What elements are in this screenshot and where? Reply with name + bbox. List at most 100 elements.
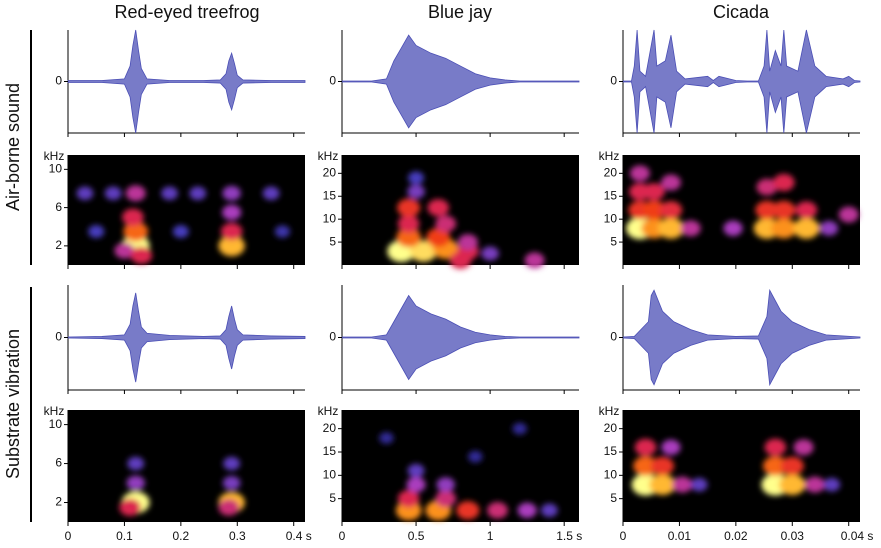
column-title: Blue jay [428, 2, 492, 22]
energy-spot [88, 225, 105, 239]
energy-spot [756, 178, 778, 196]
x-tick-label: 0.3 [229, 529, 246, 543]
x-tick-label: 0 [65, 529, 72, 543]
x-tick-label: 0.03 [781, 529, 805, 543]
y-tick-label: 5 [610, 234, 617, 248]
energy-spot [690, 477, 708, 492]
energy-spot [762, 456, 788, 476]
y-tick-label: 0 [55, 74, 62, 88]
energy-spot [218, 235, 245, 257]
energy-spot [772, 200, 796, 220]
x-tick-label: 1 [487, 529, 494, 543]
x-tick-label: 0.02 [724, 529, 748, 543]
energy-spot [222, 185, 241, 201]
energy-spot [397, 490, 420, 508]
energy-spot [407, 184, 425, 199]
energy-spot [487, 502, 508, 519]
energy-spot [659, 201, 683, 219]
spectrogram-background [68, 410, 305, 522]
y-tick-label: 10 [49, 417, 63, 431]
energy-spot [660, 174, 681, 191]
energy-spot [222, 475, 241, 491]
y-tick-label: 10 [604, 468, 618, 482]
y-axis-label: kHz [44, 149, 65, 163]
energy-spot [657, 217, 685, 239]
energy-spot [672, 476, 693, 493]
energy-spot [123, 221, 149, 242]
energy-spot [633, 456, 658, 476]
waveform [341, 34, 580, 129]
y-tick-label: 5 [610, 491, 617, 505]
column-title: Cicada [713, 2, 770, 22]
energy-spot [130, 246, 153, 265]
energy-spot [222, 204, 242, 221]
energy-spot [650, 456, 675, 476]
y-tick-label: 0 [610, 74, 617, 88]
energy-spot [793, 439, 814, 456]
x-tick-label: 0.01 [668, 529, 692, 543]
energy-spot [512, 422, 527, 435]
energy-spot [795, 201, 818, 219]
energy-spot [426, 228, 451, 247]
x-tick-label: 0.1 [116, 529, 133, 543]
waveform [341, 294, 580, 381]
y-tick-label: 10 [323, 468, 337, 482]
energy-spot [456, 501, 480, 520]
y-axis-label: kHz [318, 404, 339, 418]
energy-spot [76, 186, 94, 201]
energy-spot [435, 215, 457, 233]
energy-spot [223, 456, 241, 471]
waveform [622, 288, 861, 387]
energy-spot [409, 240, 438, 262]
energy-spot [468, 450, 483, 463]
waveform [67, 292, 306, 383]
energy-spot [161, 186, 178, 201]
energy-spot [524, 252, 545, 269]
energy-spot [436, 477, 455, 493]
energy-spot [427, 199, 450, 217]
energy-spot [823, 477, 841, 492]
y-tick-label: 15 [604, 188, 618, 202]
y-tick-label: 5 [329, 491, 336, 505]
y-tick-label: 10 [323, 211, 337, 225]
energy-spot [274, 225, 291, 238]
energy-spot [407, 463, 425, 478]
y-tick-label: 10 [49, 162, 63, 176]
y-axis-label: kHz [318, 149, 339, 163]
y-tick-label: 6 [55, 200, 62, 214]
energy-spot [723, 220, 743, 237]
y-tick-label: 0 [329, 330, 336, 344]
spectrogram-energy [379, 422, 558, 521]
y-tick-label: 5 [329, 234, 336, 248]
energy-spot [642, 200, 667, 220]
x-tick-label: 0 [339, 529, 346, 543]
y-tick-label: 6 [55, 456, 62, 470]
energy-spot [406, 476, 426, 493]
energy-spot [634, 438, 657, 456]
energy-spot [540, 503, 558, 518]
energy-spot [481, 246, 499, 261]
y-tick-label: 2 [55, 495, 62, 509]
energy-spot [755, 200, 779, 220]
energy-spot [220, 222, 243, 241]
y-tick-label: 0 [610, 330, 617, 344]
x-tick-label: 0.2 [173, 529, 190, 543]
y-axis-label: kHz [599, 149, 620, 163]
energy-spot [218, 499, 240, 516]
y-tick-label: 0 [329, 74, 336, 88]
column-title: Red-eyed treefrog [114, 2, 259, 22]
energy-spot [661, 439, 681, 456]
waveform [67, 29, 306, 134]
energy-spot [122, 208, 144, 226]
energy-spot [435, 490, 457, 507]
spectrogram-energy [119, 456, 245, 516]
energy-spot [779, 474, 806, 496]
energy-spot [126, 475, 145, 491]
energy-spot [793, 217, 820, 239]
energy-spot [379, 432, 394, 444]
spectrogram-energy [76, 185, 291, 265]
energy-spot [517, 502, 537, 519]
spectrogram-energy [631, 438, 841, 496]
x-tick-label: 0.4 s [286, 529, 312, 543]
